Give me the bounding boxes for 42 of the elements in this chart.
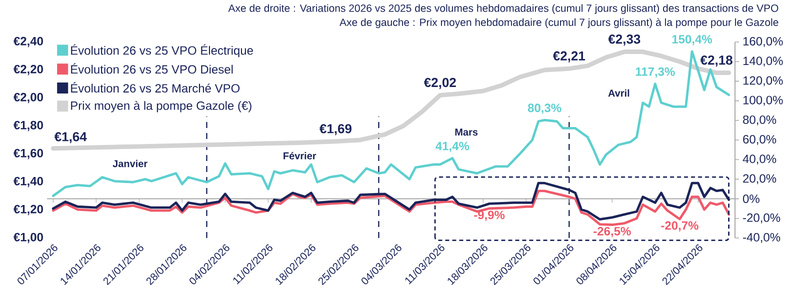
- legend-label: Évolution 26 vs 25 VPO Électrique: [71, 44, 253, 58]
- y2-tick-label: 160,0%: [743, 37, 783, 47]
- data-label: €1,64: [54, 132, 87, 144]
- data-label: -26,5%: [594, 226, 631, 238]
- data-label: €1,69: [320, 124, 352, 136]
- y-tick-label: €1,20: [14, 204, 43, 216]
- legend-label: Évolution 26 vs 25 Marché VPO: [71, 82, 240, 93]
- y-tick-label: €1,60: [14, 148, 43, 160]
- legend-label: Évolution 26 vs 25 VPO Diesel: [71, 63, 233, 74]
- chart-title: Axe de droite : Variations 2026 vs 2025 des volumes hebdomadaires (cumul 7 jours glissant) des transactions de VPO: [228, 4, 778, 14]
- annotation: Janvier: [112, 160, 148, 168]
- y2-tick-label: -40,0%: [743, 233, 780, 243]
- y-tick-label: €2,20: [14, 64, 43, 76]
- y-tick-label: €1,00: [14, 232, 43, 244]
- y-tick-label: €1,40: [14, 176, 43, 188]
- y-tick-label: €2,40: [14, 36, 43, 48]
- data-label: 80,3%: [528, 104, 562, 114]
- y2-tick-label: 120,0%: [743, 76, 783, 86]
- annotation: Février: [284, 152, 316, 160]
- legend-label: Prix moyen à la pompe Gazole (€): [71, 100, 252, 112]
- y-tick-label: €1,80: [14, 120, 43, 132]
- y2-tick-label: 20,0%: [743, 174, 776, 184]
- y2-tick-label: 40,0%: [742, 154, 776, 165]
- data-label: -20,7%: [661, 221, 698, 232]
- data-label: €2,02: [424, 78, 456, 89]
- y2-tick-label: 100,0%: [743, 96, 783, 106]
- y2-tick-label: 0%: [742, 194, 760, 204]
- data-label: €2,18: [700, 56, 732, 67]
- data-label: 41,4%: [436, 142, 470, 152]
- data-label: 117,3%: [636, 67, 675, 78]
- y2-tick-label: 140,0%: [743, 56, 783, 67]
- y-tick-label: €2,00: [14, 92, 43, 104]
- annotation: Avril: [608, 89, 630, 97]
- data-label: €2,33: [608, 34, 640, 46]
- data-label: -9,9%: [474, 210, 505, 221]
- y2-tick-label: -20,0%: [743, 213, 780, 224]
- chart-subtitle: Axe de gauche : Prix moyen hebdomadaire (cumul 7 jours glissant) à la pompe pour le Gazole: [340, 18, 778, 28]
- annotation: Mars: [455, 128, 478, 136]
- y2-tick-label: 80,0%: [743, 115, 776, 126]
- y2-tick-label: 60,0%: [743, 135, 776, 145]
- data-label: 150,4%: [672, 34, 712, 46]
- data-label: €2,21: [552, 51, 586, 62]
